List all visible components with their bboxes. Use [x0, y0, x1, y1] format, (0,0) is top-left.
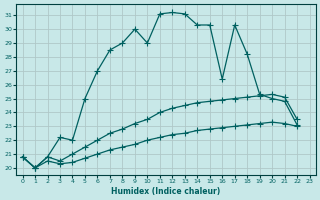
- X-axis label: Humidex (Indice chaleur): Humidex (Indice chaleur): [111, 187, 221, 196]
